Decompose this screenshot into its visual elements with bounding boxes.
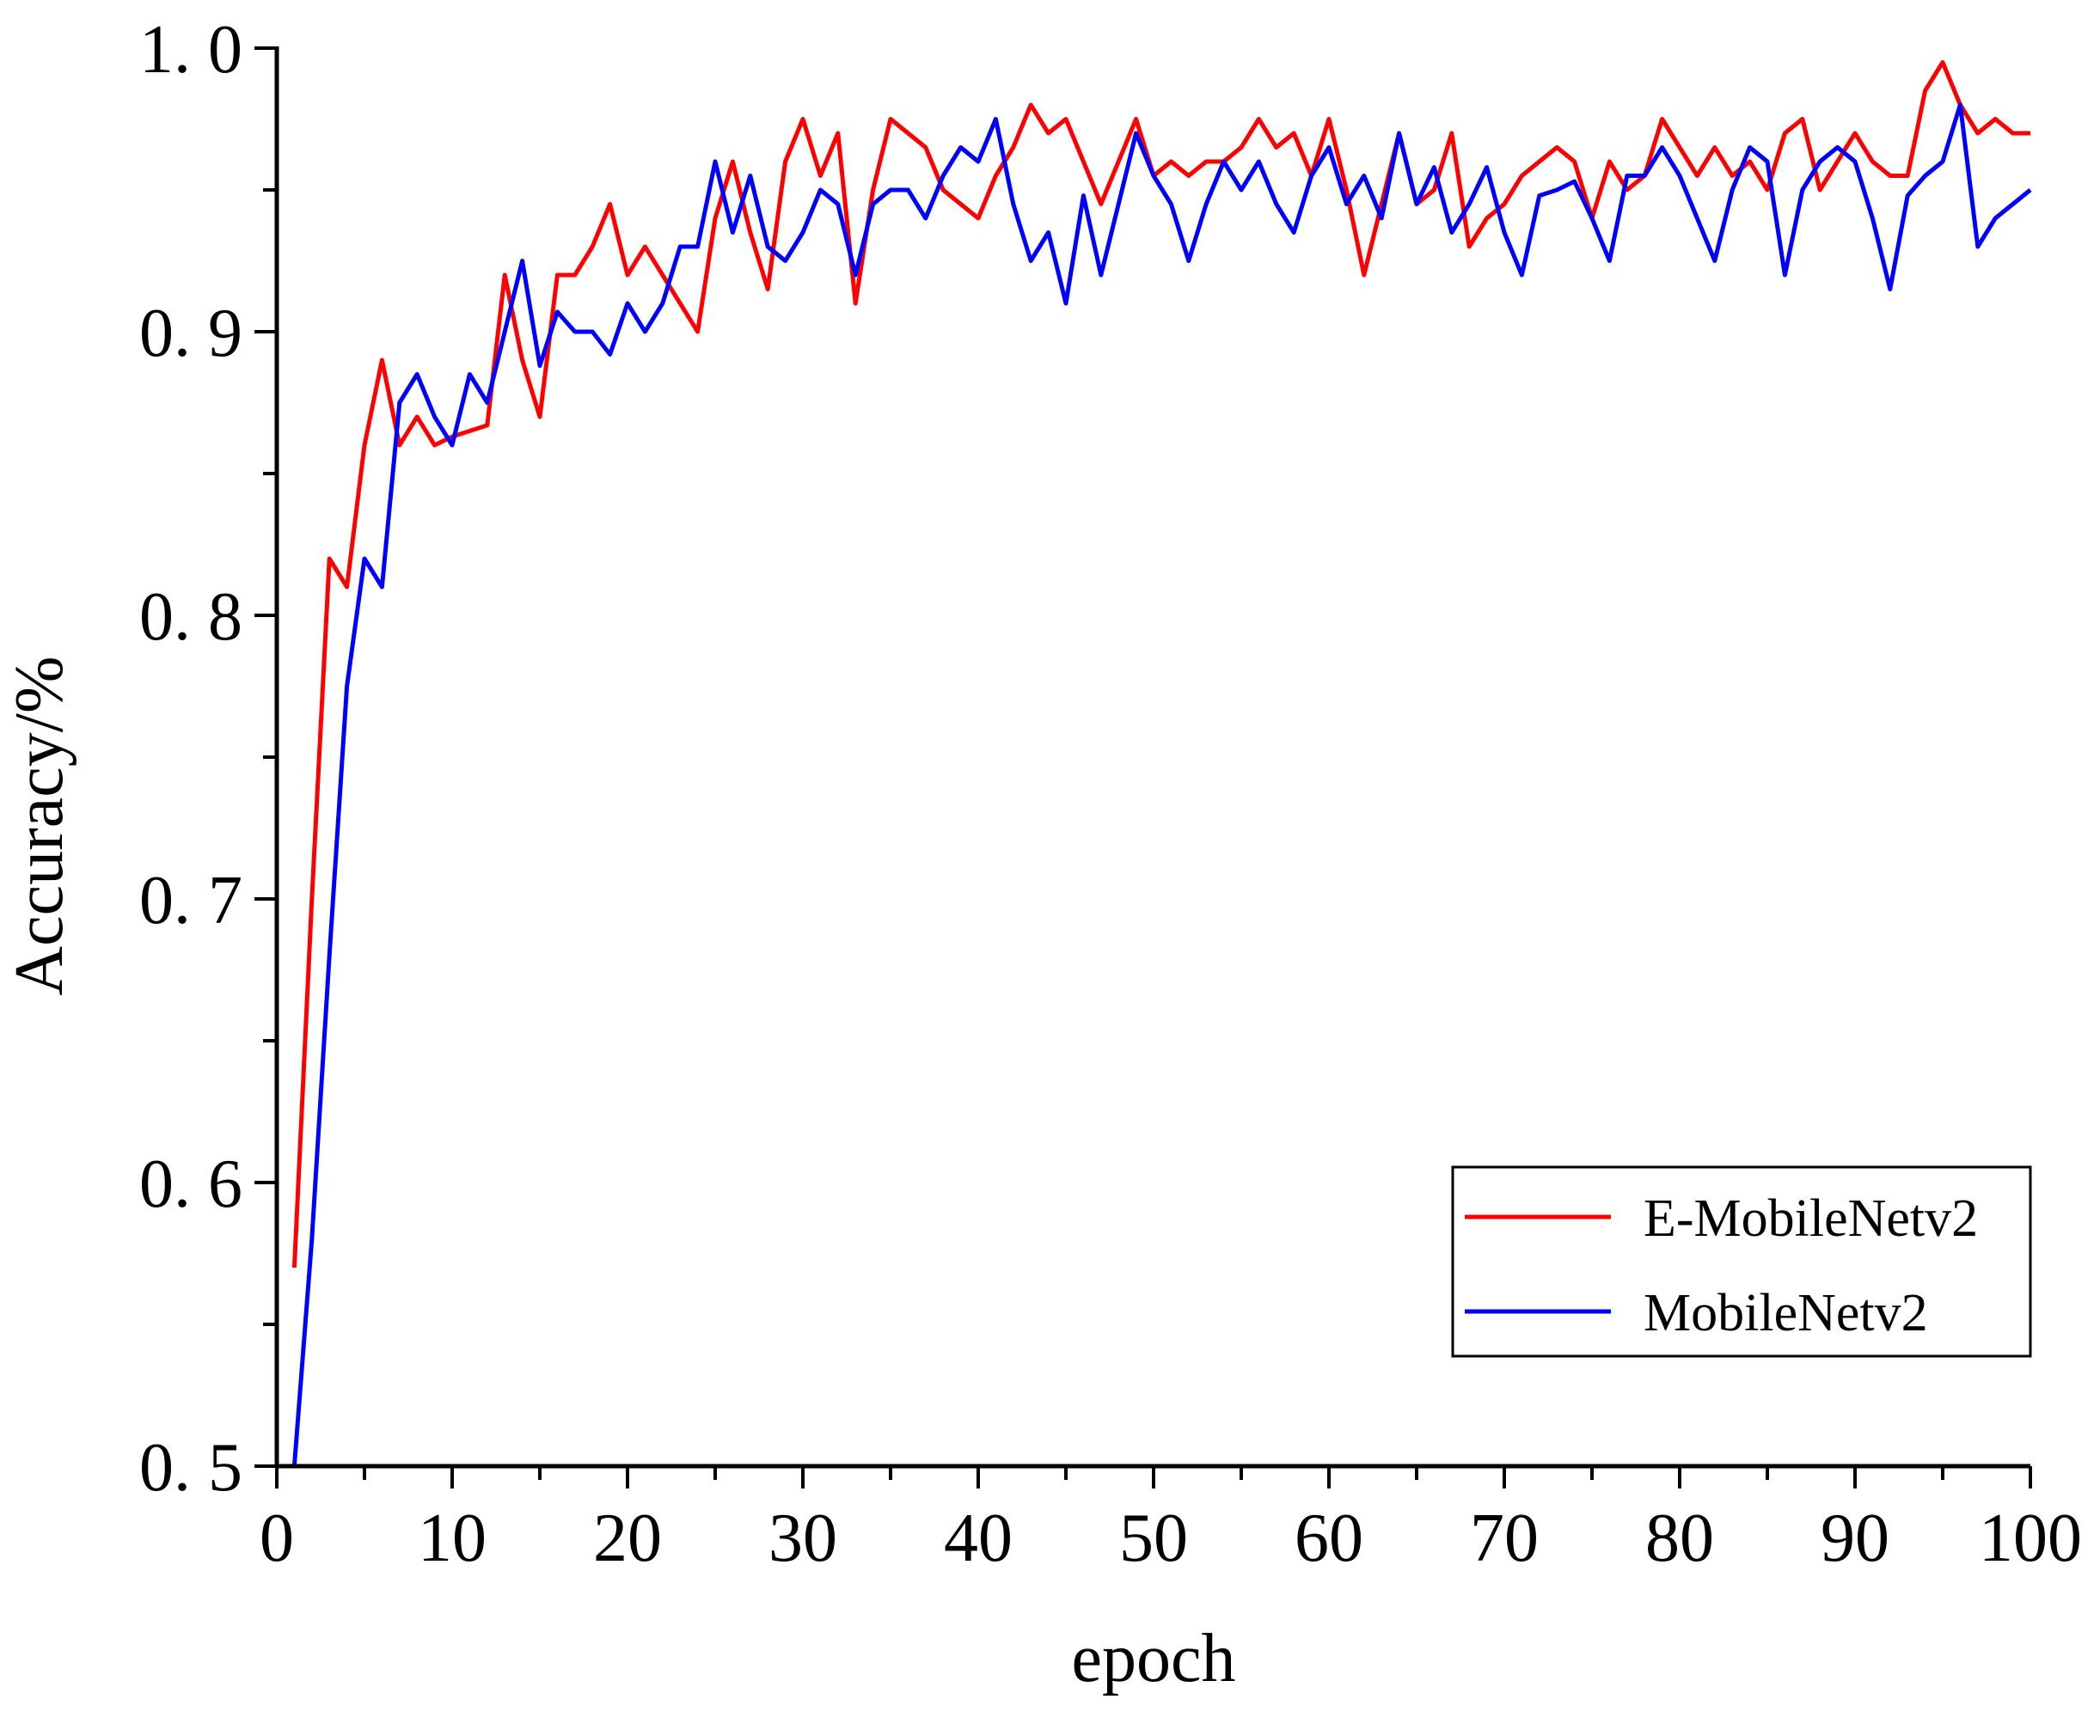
x-tick-label: 60	[1295, 1501, 1363, 1576]
x-tick-label: 90	[1821, 1501, 1889, 1576]
x-tick-label: 30	[768, 1501, 837, 1576]
x-tick-label: 40	[944, 1501, 1013, 1576]
legend: E-MobileNetv2 MobileNetv2	[1451, 1165, 2032, 1358]
legend-entry-label: E-MobileNetv2	[1644, 1189, 1978, 1248]
legend-box	[1451, 1165, 2032, 1358]
y-tick-label: 1. 0	[139, 12, 242, 88]
y-tick-label: 0. 8	[139, 579, 242, 655]
x-tick-label: 0	[260, 1501, 294, 1576]
series-layer	[291, 60, 2032, 1467]
y-axis-label: Accuracy/%	[2, 656, 77, 995]
y-tick-label: 0. 7	[139, 863, 242, 938]
x-tick-label: 20	[593, 1501, 662, 1576]
axes: 0 10 20 30 40 50 60 70 80 90 100 0. 5 0. 6 0. 7 0. 8 0.…	[139, 12, 2082, 1576]
x-tick-label: 100	[1979, 1501, 2082, 1576]
y-tick-label: 0. 6	[139, 1146, 242, 1222]
x-tick-label: 50	[1119, 1501, 1188, 1576]
x-tick-label: 80	[1645, 1501, 1714, 1576]
legend-entry-label: MobileNetv2	[1644, 1284, 1928, 1342]
series-line-mobilenetv2	[291, 102, 2032, 1467]
y-tick-label: 0. 5	[139, 1430, 242, 1506]
y-tick-label: 0. 9	[139, 296, 242, 371]
x-axis-label: epoch	[1071, 1621, 1235, 1696]
x-tick-label: 70	[1470, 1501, 1539, 1576]
x-tick-label: 10	[418, 1501, 487, 1576]
